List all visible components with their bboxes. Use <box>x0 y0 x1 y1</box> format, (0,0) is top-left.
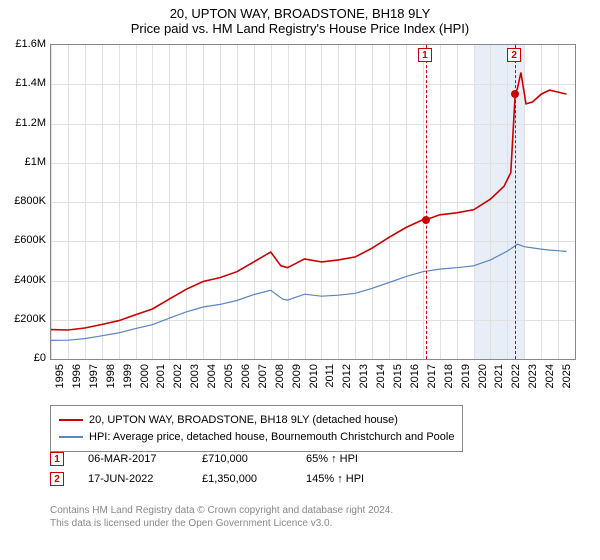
legend-item-hpi: HPI: Average price, detached house, Bour… <box>59 429 454 446</box>
chart-subtitle: Price paid vs. HM Land Registry's House … <box>0 21 600 40</box>
xtick-label: 2002 <box>172 364 184 404</box>
xtick-label: 2007 <box>257 364 269 404</box>
xtick-label: 1997 <box>88 364 100 404</box>
xtick-label: 2010 <box>308 364 320 404</box>
sale-point <box>422 216 430 224</box>
sale-flag-icon: 1 <box>418 48 432 62</box>
xtick-label: 2023 <box>527 364 539 404</box>
sales-table: 1 06-MAR-2017 £710,000 65% ↑ HPI 2 17-JU… <box>50 452 364 492</box>
xtick-label: 2015 <box>392 364 404 404</box>
xtick-label: 2013 <box>358 364 370 404</box>
sale-delta: 145% ↑ HPI <box>306 473 364 485</box>
xtick-label: 2012 <box>341 364 353 404</box>
legend-label-hpi: HPI: Average price, detached house, Bour… <box>89 429 454 446</box>
series-hpi <box>51 244 567 340</box>
chart-container: 20, UPTON WAY, BROADSTONE, BH18 9LY Pric… <box>0 0 600 560</box>
legend-swatch-property <box>59 419 83 421</box>
ytick-label: £1.2M <box>6 117 46 129</box>
xtick-label: 2004 <box>206 364 218 404</box>
series-svg <box>51 45 575 359</box>
series-property <box>51 73 567 331</box>
footer: Contains HM Land Registry data © Crown c… <box>50 504 393 530</box>
sale-date: 06-MAR-2017 <box>88 453 178 465</box>
sale-price: £1,350,000 <box>202 473 282 485</box>
ytick-label: £1.6M <box>6 38 46 50</box>
sale-price: £710,000 <box>202 453 282 465</box>
sale-marker-icon: 2 <box>50 472 64 486</box>
xtick-label: 2006 <box>240 364 252 404</box>
ytick-label: £1.4M <box>6 77 46 89</box>
xtick-label: 2021 <box>493 364 505 404</box>
ytick-label: £0 <box>6 352 46 364</box>
legend-label-property: 20, UPTON WAY, BROADSTONE, BH18 9LY (det… <box>89 412 398 429</box>
xtick-label: 2001 <box>155 364 167 404</box>
sale-delta: 65% ↑ HPI <box>306 453 358 465</box>
xtick-label: 2025 <box>561 364 573 404</box>
legend: 20, UPTON WAY, BROADSTONE, BH18 9LY (det… <box>50 405 463 452</box>
xtick-label: 2000 <box>139 364 151 404</box>
xtick-label: 2017 <box>426 364 438 404</box>
xtick-label: 2005 <box>223 364 235 404</box>
sale-vertical-line <box>426 45 427 359</box>
xtick-label: 2014 <box>375 364 387 404</box>
sale-row: 2 17-JUN-2022 £1,350,000 145% ↑ HPI <box>50 472 364 486</box>
legend-item-property: 20, UPTON WAY, BROADSTONE, BH18 9LY (det… <box>59 412 454 429</box>
xtick-label: 2003 <box>189 364 201 404</box>
xtick-label: 2018 <box>443 364 455 404</box>
footer-line: This data is licensed under the Open Gov… <box>50 517 393 530</box>
xtick-label: 2019 <box>460 364 472 404</box>
xtick-label: 2024 <box>544 364 556 404</box>
footer-line: Contains HM Land Registry data © Crown c… <box>50 504 393 517</box>
xtick-label: 1999 <box>122 364 134 404</box>
sale-point <box>511 90 519 98</box>
sale-row: 1 06-MAR-2017 £710,000 65% ↑ HPI <box>50 452 364 466</box>
sale-date: 17-JUN-2022 <box>88 473 178 485</box>
legend-swatch-hpi <box>59 436 83 438</box>
xtick-label: 2008 <box>274 364 286 404</box>
sale-flag-icon: 2 <box>507 48 521 62</box>
sale-marker-icon: 1 <box>50 452 64 466</box>
ytick-label: £1M <box>6 156 46 168</box>
ytick-label: £600K <box>6 234 46 246</box>
ytick-label: £400K <box>6 274 46 286</box>
chart-title: 20, UPTON WAY, BROADSTONE, BH18 9LY <box>0 0 600 21</box>
ytick-label: £800K <box>6 195 46 207</box>
plot-area <box>50 44 576 360</box>
xtick-label: 2016 <box>409 364 421 404</box>
ytick-label: £200K <box>6 313 46 325</box>
xtick-label: 1995 <box>54 364 66 404</box>
xtick-label: 2009 <box>291 364 303 404</box>
xtick-label: 2022 <box>510 364 522 404</box>
xtick-label: 2011 <box>324 364 336 404</box>
xtick-label: 1998 <box>105 364 117 404</box>
xtick-label: 1996 <box>71 364 83 404</box>
xtick-label: 2020 <box>477 364 489 404</box>
